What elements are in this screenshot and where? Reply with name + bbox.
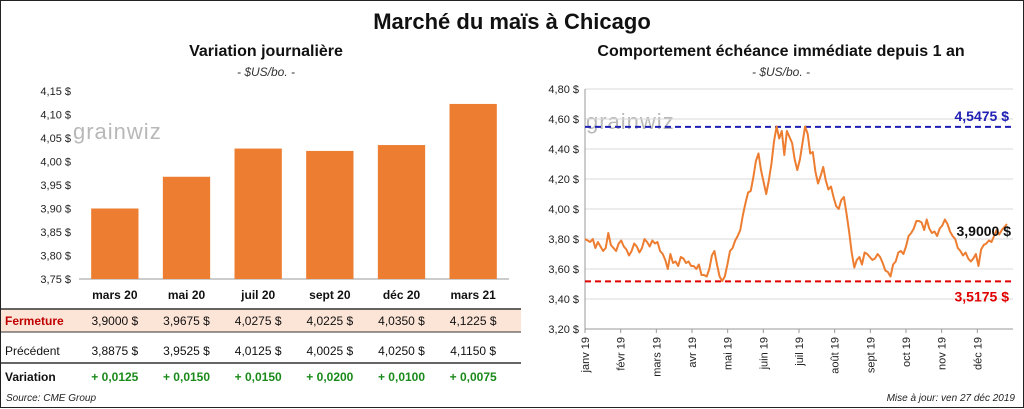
table-cell: 3,9000 $ bbox=[91, 314, 138, 328]
x-tick-label: juin 19 bbox=[758, 337, 770, 370]
fermeture-row-bg bbox=[1, 309, 521, 332]
line-chart: 3,20 $ 3,40 $ 3,60 $ 3,80 $ 4,00 $ 4,20 $ 4,40… bbox=[548, 84, 1013, 377]
main-title: Marché du maïs à Chicago bbox=[373, 9, 651, 34]
y-tick-label: 4,15 $ bbox=[40, 86, 71, 98]
grainwiz-watermark-left: grainwiz bbox=[73, 119, 162, 144]
y-tick-label: 4,00 $ bbox=[548, 204, 579, 216]
x-tick-label: mars 20 bbox=[92, 288, 138, 302]
x-tick-label: avr 19 bbox=[687, 337, 699, 368]
bar bbox=[377, 145, 426, 279]
x-tick-label: sept 19 bbox=[865, 337, 877, 373]
right-panel-title: Comportement échéance immédiate depuis 1… bbox=[597, 43, 965, 60]
y-tick-label: 4,80 $ bbox=[548, 84, 579, 96]
table-row-label: Variation bbox=[5, 370, 56, 384]
y-tick-label: 3,20 $ bbox=[548, 324, 579, 336]
x-tick-label: juil 20 bbox=[240, 288, 275, 302]
table-row-label: Précédent bbox=[5, 344, 60, 358]
left-panel-unit: - $US/bo. - bbox=[236, 65, 296, 79]
y-tick-label: 4,05 $ bbox=[40, 133, 71, 145]
table-cell: 3,9675 $ bbox=[163, 314, 210, 328]
table-cell: + 0,0150 bbox=[235, 370, 282, 384]
x-tick-label: janv 19 bbox=[580, 337, 592, 373]
x-tick-label: mars 21 bbox=[450, 288, 496, 302]
grainwiz-watermark-right: grainwiz bbox=[586, 109, 675, 134]
y-tick-label: 3,85 $ bbox=[40, 227, 71, 239]
y-tick-label: 3,60 $ bbox=[548, 264, 579, 276]
bar bbox=[162, 176, 211, 279]
table-cell: 4,0250 $ bbox=[378, 344, 425, 358]
x-tick-label: déc 19 bbox=[972, 337, 984, 370]
right-panel-unit: - $US/bo. - bbox=[751, 65, 811, 79]
y-tick-label: 4,40 $ bbox=[548, 144, 579, 156]
table-cell: 4,0025 $ bbox=[306, 344, 353, 358]
table-cell: 4,0225 $ bbox=[306, 314, 353, 328]
y-tick-label: 4,00 $ bbox=[40, 157, 71, 169]
table-cell: 4,0275 $ bbox=[235, 314, 282, 328]
x-tick-label: déc 20 bbox=[383, 288, 421, 302]
x-tick-label: mai 20 bbox=[168, 288, 206, 302]
table-cell: 4,1225 $ bbox=[450, 314, 497, 328]
x-tick-label: sept 20 bbox=[309, 288, 351, 302]
x-tick-label: mai 19 bbox=[723, 337, 735, 370]
table-cell: + 0,0100 bbox=[378, 370, 425, 384]
bar-chart: 3,75 $ 3,80 $ 3,85 $ 3,90 $ 3,95 $ 4,00 $ 4,05… bbox=[1, 86, 521, 384]
last-value-label: 3,9000 $ bbox=[957, 223, 1012, 239]
bar bbox=[91, 208, 139, 279]
left-panel-title: Variation journalière bbox=[189, 43, 343, 60]
x-tick-label: août 19 bbox=[830, 337, 842, 374]
y-tick-label: 4,20 $ bbox=[548, 174, 579, 186]
table-cell: + 0,0125 bbox=[91, 370, 138, 384]
table-cell: + 0,0200 bbox=[306, 370, 353, 384]
table-cell: 3,8875 $ bbox=[91, 344, 138, 358]
y-tick-label: 3,80 $ bbox=[548, 234, 579, 246]
x-tick-label: juil 19 bbox=[794, 337, 806, 367]
price-series-line bbox=[584, 125, 1008, 282]
y-tick-label: 4,60 $ bbox=[548, 114, 579, 126]
y-tick-label: 3,95 $ bbox=[40, 180, 71, 192]
table-cell: + 0,0150 bbox=[163, 370, 210, 384]
y-tick-label: 3,75 $ bbox=[40, 274, 71, 286]
y-tick-label: 3,80 $ bbox=[40, 251, 71, 263]
update-note: Mise à jour: ven 27 déc 2019 bbox=[886, 393, 1015, 404]
table-cell: + 0,0075 bbox=[450, 370, 497, 384]
x-tick-label: nov 19 bbox=[937, 337, 949, 370]
low-label: 3,5175 $ bbox=[955, 288, 1010, 304]
bar bbox=[449, 103, 497, 279]
table-row-label: Fermeture bbox=[5, 314, 64, 328]
bar bbox=[234, 148, 282, 279]
y-tick-label: 4,10 $ bbox=[40, 110, 71, 122]
source-note: Source: CME Group bbox=[6, 393, 97, 404]
table-cell: 4,0350 $ bbox=[378, 314, 425, 328]
y-tick-label: 3,90 $ bbox=[40, 204, 71, 216]
x-tick-label: mars 19 bbox=[651, 337, 663, 377]
table-cell: 3,9525 $ bbox=[163, 344, 210, 358]
table-cell: 4,0125 $ bbox=[235, 344, 282, 358]
x-tick-label: févr 19 bbox=[616, 337, 628, 371]
high-label: 4,5475 $ bbox=[955, 108, 1010, 124]
bar bbox=[306, 150, 354, 279]
y-tick-label: 3,40 $ bbox=[548, 294, 579, 306]
table-cell: 4,1150 $ bbox=[450, 344, 496, 358]
x-tick-label: oct 19 bbox=[901, 337, 913, 367]
